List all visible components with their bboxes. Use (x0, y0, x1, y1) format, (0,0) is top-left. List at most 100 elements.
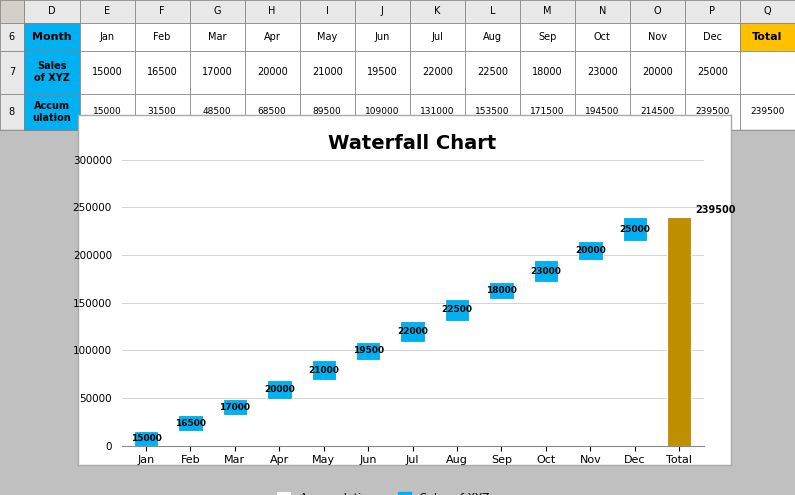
Bar (409, 94, 465, 130)
Text: Accum
ulation: Accum ulation (33, 101, 71, 123)
Bar (489, 282, 514, 299)
Title: Waterfall Chart: Waterfall Chart (328, 134, 497, 152)
Bar (409, 23, 465, 50)
Text: 239500: 239500 (750, 107, 785, 116)
Text: 19500: 19500 (353, 346, 384, 355)
Bar (223, 399, 247, 415)
Text: 214500: 214500 (640, 107, 674, 116)
Text: Apr: Apr (264, 32, 281, 42)
Bar (245, 23, 300, 50)
Text: Dec: Dec (703, 32, 722, 42)
Bar (0, 0, 24, 23)
Bar (575, 0, 630, 23)
Text: 7: 7 (9, 67, 15, 77)
Text: 18000: 18000 (486, 286, 517, 295)
Text: May: May (317, 32, 337, 42)
Legend: Accumulation, Sales of XYZ: Accumulation, Sales of XYZ (277, 493, 490, 495)
Bar (24, 94, 80, 130)
Text: 20000: 20000 (264, 385, 295, 395)
Bar (575, 23, 630, 50)
Text: Aug: Aug (483, 32, 502, 42)
Text: 21000: 21000 (312, 67, 343, 77)
Bar (465, 23, 520, 50)
Bar (465, 94, 520, 130)
Bar (80, 94, 134, 130)
Text: 23000: 23000 (530, 267, 561, 276)
Bar (685, 0, 740, 23)
Bar (355, 0, 409, 23)
Text: Sales
of XYZ: Sales of XYZ (33, 61, 70, 83)
Text: Feb: Feb (153, 32, 171, 42)
Bar (520, 23, 575, 50)
Text: 16500: 16500 (175, 419, 206, 428)
Bar (134, 0, 189, 23)
Text: M: M (543, 6, 552, 16)
Text: 171500: 171500 (530, 107, 564, 116)
Text: F: F (159, 6, 165, 16)
Bar (312, 360, 336, 380)
Text: Jul: Jul (432, 32, 443, 42)
Text: 15000: 15000 (93, 107, 122, 116)
Bar (409, 50, 465, 94)
Bar (622, 217, 647, 241)
Bar (355, 50, 409, 94)
Text: 22500: 22500 (441, 305, 472, 314)
Bar (24, 50, 80, 94)
Text: 19500: 19500 (366, 67, 398, 77)
Text: O: O (653, 6, 661, 16)
Text: 239500: 239500 (696, 107, 730, 116)
Bar (465, 50, 520, 94)
Bar (267, 380, 292, 399)
Bar (740, 50, 795, 94)
Text: 25000: 25000 (619, 225, 650, 234)
Text: Jun: Jun (374, 32, 390, 42)
Text: L: L (490, 6, 495, 16)
Bar (533, 260, 558, 282)
Text: 23000: 23000 (587, 67, 618, 77)
Bar (667, 217, 692, 446)
Bar (300, 23, 355, 50)
Bar (134, 50, 189, 94)
Text: 68500: 68500 (258, 107, 286, 116)
Text: 25000: 25000 (697, 67, 728, 77)
Text: 22000: 22000 (422, 67, 452, 77)
Bar (189, 0, 245, 23)
Bar (356, 342, 380, 360)
Bar (80, 23, 134, 50)
Bar (520, 94, 575, 130)
Bar (300, 50, 355, 94)
Text: 48500: 48500 (203, 107, 231, 116)
Bar (685, 23, 740, 50)
Text: Q: Q (764, 6, 771, 16)
Text: Jan: Jan (99, 32, 114, 42)
Text: 17000: 17000 (219, 403, 250, 412)
Bar (245, 50, 300, 94)
Text: 131000: 131000 (420, 107, 455, 116)
Text: J: J (381, 6, 384, 16)
Bar (0, 94, 24, 130)
Bar (630, 23, 685, 50)
Bar (630, 94, 685, 130)
Bar (445, 299, 469, 321)
Text: 18000: 18000 (532, 67, 563, 77)
Text: N: N (599, 6, 606, 16)
Text: 8: 8 (9, 107, 15, 117)
Bar (300, 94, 355, 130)
Bar (630, 50, 685, 94)
Text: Month: Month (32, 32, 72, 42)
Bar (189, 23, 245, 50)
Bar (578, 241, 603, 260)
Bar (465, 0, 520, 23)
Text: 153500: 153500 (475, 107, 510, 116)
Bar (80, 50, 134, 94)
Text: 20000: 20000 (575, 246, 606, 255)
Bar (134, 23, 189, 50)
Bar (401, 321, 425, 342)
Text: Mar: Mar (207, 32, 227, 42)
Bar (134, 94, 189, 130)
Text: 20000: 20000 (642, 67, 673, 77)
Bar (24, 0, 80, 23)
Text: 31500: 31500 (148, 107, 176, 116)
Text: I: I (326, 6, 328, 16)
Text: 239500: 239500 (695, 205, 735, 215)
